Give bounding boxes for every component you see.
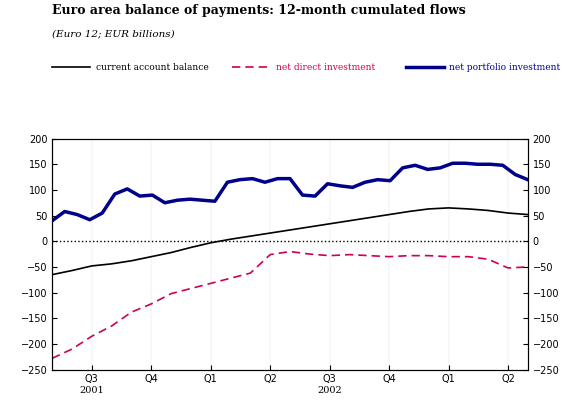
Text: net portfolio investment: net portfolio investment (450, 63, 561, 72)
Text: current account balance: current account balance (96, 63, 208, 72)
Text: Euro area balance of payments: 12-month cumulated flows: Euro area balance of payments: 12-month … (52, 4, 466, 17)
Text: 2001: 2001 (79, 386, 104, 395)
Text: net direct investment: net direct investment (276, 63, 375, 72)
Text: (Euro 12; EUR billions): (Euro 12; EUR billions) (52, 29, 175, 38)
Text: 2002: 2002 (317, 386, 342, 395)
